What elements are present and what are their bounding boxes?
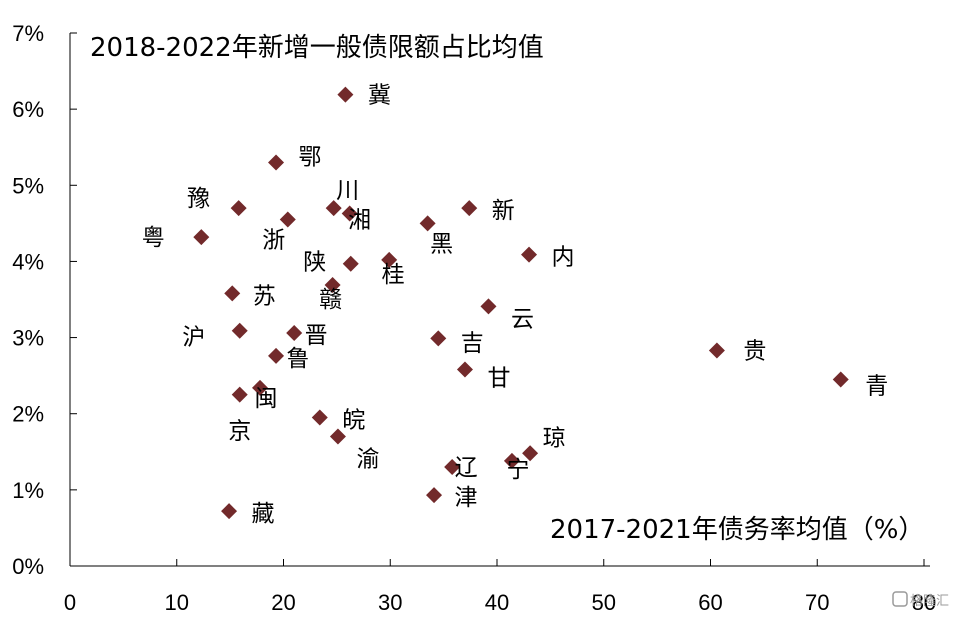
y-tick-label: 0% (12, 554, 44, 579)
point-label: 冀 (368, 83, 391, 109)
point-label: 琼 (543, 425, 566, 451)
y-tick-label: 5% (12, 173, 44, 198)
point-label: 黑 (430, 231, 453, 257)
point-label: 鲁 (287, 346, 310, 372)
point-marker (341, 205, 358, 222)
point-marker (286, 325, 303, 342)
point-label: 贵 (743, 339, 766, 365)
watermark: 格隆汇 (892, 591, 949, 609)
point-marker (419, 215, 436, 232)
point-marker (230, 200, 247, 217)
chart-title: 2018-2022年新增一般债限额占比均值 (90, 33, 544, 63)
x-tick-label: 80 (912, 590, 936, 615)
point-label: 吉 (461, 330, 484, 356)
point-label: 鄂 (299, 144, 322, 170)
point-label: 川 (336, 178, 359, 204)
point-marker (444, 459, 461, 476)
point-label: 辽 (455, 455, 478, 481)
point-marker (231, 322, 248, 339)
watermark-text: 格隆汇 (910, 593, 949, 609)
plot-area (69, 33, 930, 567)
x-tick-label: 10 (165, 590, 189, 615)
point-label: 云 (511, 306, 534, 332)
point-marker (329, 428, 346, 445)
point-label: 甘 (487, 366, 510, 392)
point-marker (381, 251, 398, 268)
y-tick-label: 3% (12, 326, 44, 351)
x-tick-label: 40 (485, 590, 509, 615)
point-marker (832, 371, 849, 388)
point-label: 豫 (187, 186, 210, 212)
point-marker (342, 255, 359, 272)
point-marker (231, 386, 248, 403)
point-marker (221, 503, 238, 520)
point-marker (268, 154, 285, 171)
y-axis-ticks: 0% 1% 2% 3% 4% 5% 6% 7% (12, 21, 77, 579)
y-tick-label: 7% (12, 21, 44, 46)
point-label: 浙 (262, 228, 285, 254)
point-label: 粤 (142, 225, 165, 251)
point-marker (503, 452, 520, 469)
point-label: 青 (865, 373, 888, 399)
point-marker (708, 342, 725, 359)
point-marker (324, 277, 341, 294)
point-marker (325, 200, 342, 217)
point-label: 赣 (319, 287, 342, 313)
point-marker (430, 330, 447, 347)
point-label: 晋 (305, 323, 328, 349)
point-label: 湘 (348, 207, 371, 233)
point-marker (224, 285, 241, 302)
point-label: 内 (552, 245, 575, 271)
point-marker (252, 379, 269, 396)
x-tick-label: 30 (378, 590, 402, 615)
x-axis-ticks: 0 10 20 30 40 50 60 70 80 (64, 559, 936, 615)
point-label: 京 (228, 419, 251, 445)
x-tick-label: 20 (271, 590, 295, 615)
point-label: 苏 (253, 283, 276, 309)
point-marker (311, 409, 328, 426)
point-marker (193, 229, 210, 246)
point-marker (522, 445, 539, 462)
point-marker (426, 487, 443, 504)
point-marker (268, 347, 285, 364)
point-label: 渝 (356, 447, 379, 473)
y-tick-label: 2% (12, 402, 44, 427)
point-marker (279, 211, 296, 228)
x-tick-label: 50 (592, 590, 616, 615)
y-tick-label: 4% (12, 249, 44, 274)
point-marker (456, 361, 473, 378)
x-tick-label: 0 (64, 590, 76, 615)
point-label: 闽 (255, 386, 278, 412)
watermark-logo-icon (892, 591, 908, 607)
point-label: 新 (492, 198, 515, 224)
point-label: 津 (455, 485, 478, 511)
point-marker (337, 86, 354, 103)
point-label: 宁 (506, 457, 529, 483)
point-label: 陕 (303, 250, 326, 276)
y-tick-label: 1% (12, 478, 44, 503)
y-tick-label: 6% (12, 97, 44, 122)
point-label: 沪 (182, 325, 205, 351)
x-axis-label: 2017-2021年债务率均值（%） (550, 515, 924, 545)
point-label: 桂 (382, 262, 405, 288)
point-marker (461, 200, 478, 217)
data-points: 冀鄂豫 川湘 新浙 黑 粤内 陕 桂赣 苏云沪 晋 吉鲁 贵甘 青闽京 皖渝 琼宁 辽津藏 (142, 83, 888, 528)
point-marker (480, 298, 497, 315)
x-tick-label: 60 (698, 590, 722, 615)
point-label: 皖 (342, 408, 365, 434)
point-marker (521, 246, 538, 263)
x-tick-label: 70 (805, 590, 829, 615)
point-label: 藏 (252, 501, 275, 527)
